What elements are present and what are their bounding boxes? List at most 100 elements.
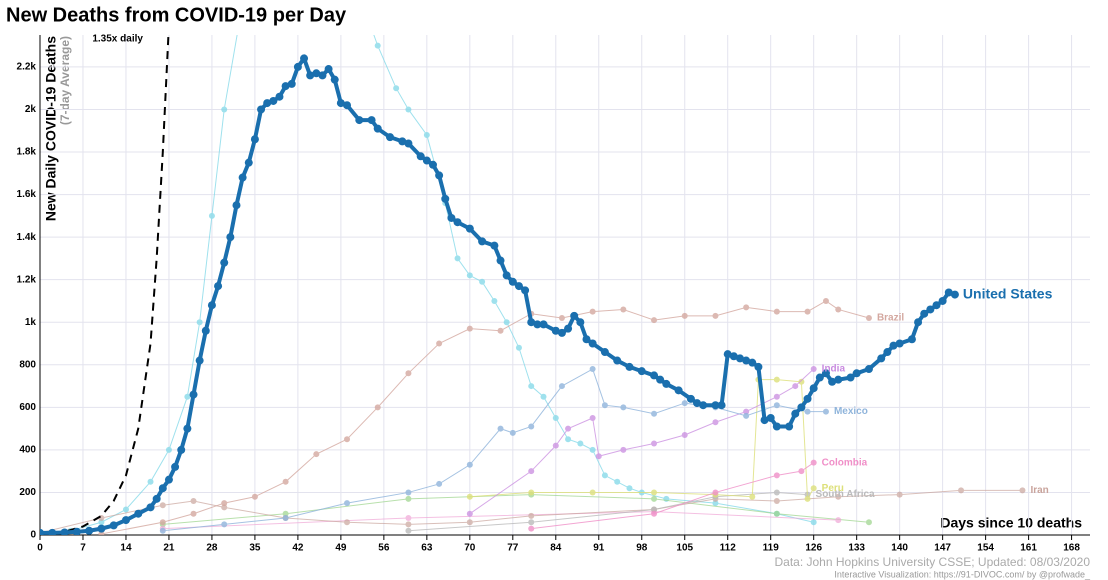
point	[355, 116, 364, 125]
point	[367, 116, 376, 125]
point	[651, 489, 658, 496]
point	[250, 135, 259, 144]
point	[564, 324, 573, 333]
point	[620, 404, 627, 411]
point	[877, 354, 886, 363]
point	[220, 258, 229, 267]
series	[98, 297, 872, 535]
point	[244, 158, 253, 167]
point	[804, 495, 811, 502]
point	[466, 519, 473, 526]
point	[810, 485, 817, 492]
point	[558, 314, 565, 321]
series-line	[40, 35, 814, 535]
point	[773, 472, 780, 479]
y-tick-label: 2.2k	[17, 62, 37, 73]
x-tick-label: 140	[891, 543, 908, 554]
point	[693, 399, 702, 408]
point	[528, 423, 535, 430]
point	[221, 106, 228, 113]
series	[40, 35, 817, 535]
x-tick-label: 119	[763, 543, 780, 554]
series	[466, 366, 817, 517]
point	[344, 436, 351, 443]
point	[344, 500, 351, 507]
point	[804, 408, 811, 415]
point	[749, 493, 756, 500]
point	[121, 516, 130, 525]
credit: Interactive Visualization: https://91-DI…	[834, 569, 1091, 579]
point	[773, 402, 780, 409]
point	[312, 69, 321, 78]
point	[466, 272, 473, 279]
x-tick-label: 0	[37, 543, 43, 554]
point	[257, 105, 266, 114]
point	[792, 383, 799, 390]
point	[423, 132, 430, 138]
point	[528, 383, 535, 390]
point	[436, 340, 443, 347]
y-tick-label: 200	[19, 487, 36, 498]
point	[466, 325, 473, 332]
point	[712, 419, 719, 426]
point	[914, 318, 923, 327]
point	[595, 453, 602, 460]
point	[282, 510, 289, 517]
series-line	[101, 300, 870, 535]
point	[465, 224, 474, 233]
point	[748, 358, 757, 367]
point	[834, 375, 843, 384]
series-line	[40, 54, 956, 535]
series-label: Peru	[822, 483, 844, 494]
point	[589, 366, 596, 373]
point	[907, 335, 916, 344]
point	[810, 366, 817, 373]
point	[275, 92, 284, 101]
point	[374, 404, 381, 411]
source: Data: John Hopkins University CSSE; Upda…	[774, 555, 1090, 569]
point	[214, 282, 223, 291]
series	[40, 54, 959, 535]
series-label: Brazil	[877, 313, 904, 324]
point	[565, 425, 572, 432]
point	[300, 54, 309, 63]
point	[97, 524, 106, 533]
point	[729, 352, 738, 361]
y-tick-label: 600	[19, 402, 36, 413]
point	[637, 367, 646, 376]
point	[490, 241, 499, 250]
point	[773, 497, 780, 504]
x-tick-label: 91	[593, 543, 605, 554]
point	[318, 71, 327, 80]
point	[736, 354, 744, 363]
point	[804, 308, 811, 315]
point	[195, 356, 204, 365]
point	[557, 328, 566, 337]
point	[146, 503, 155, 512]
point	[712, 489, 719, 496]
point	[85, 526, 94, 535]
point	[835, 517, 842, 524]
series	[528, 459, 817, 532]
point	[772, 422, 781, 431]
y-tick-label: 800	[19, 359, 36, 370]
y-tick-label: 1.4k	[17, 232, 37, 243]
point	[330, 75, 339, 84]
point	[552, 414, 559, 421]
point	[263, 99, 272, 108]
series	[40, 35, 170, 534]
point	[281, 82, 290, 91]
point	[40, 528, 44, 535]
point	[822, 297, 829, 304]
point	[435, 171, 444, 180]
point	[809, 384, 818, 393]
point	[938, 296, 947, 305]
point	[221, 521, 228, 528]
point	[681, 432, 688, 438]
series-line	[40, 35, 170, 534]
y-tick-label: 1.6k	[17, 189, 37, 200]
point	[528, 512, 535, 519]
point	[221, 504, 228, 511]
point	[570, 311, 579, 320]
